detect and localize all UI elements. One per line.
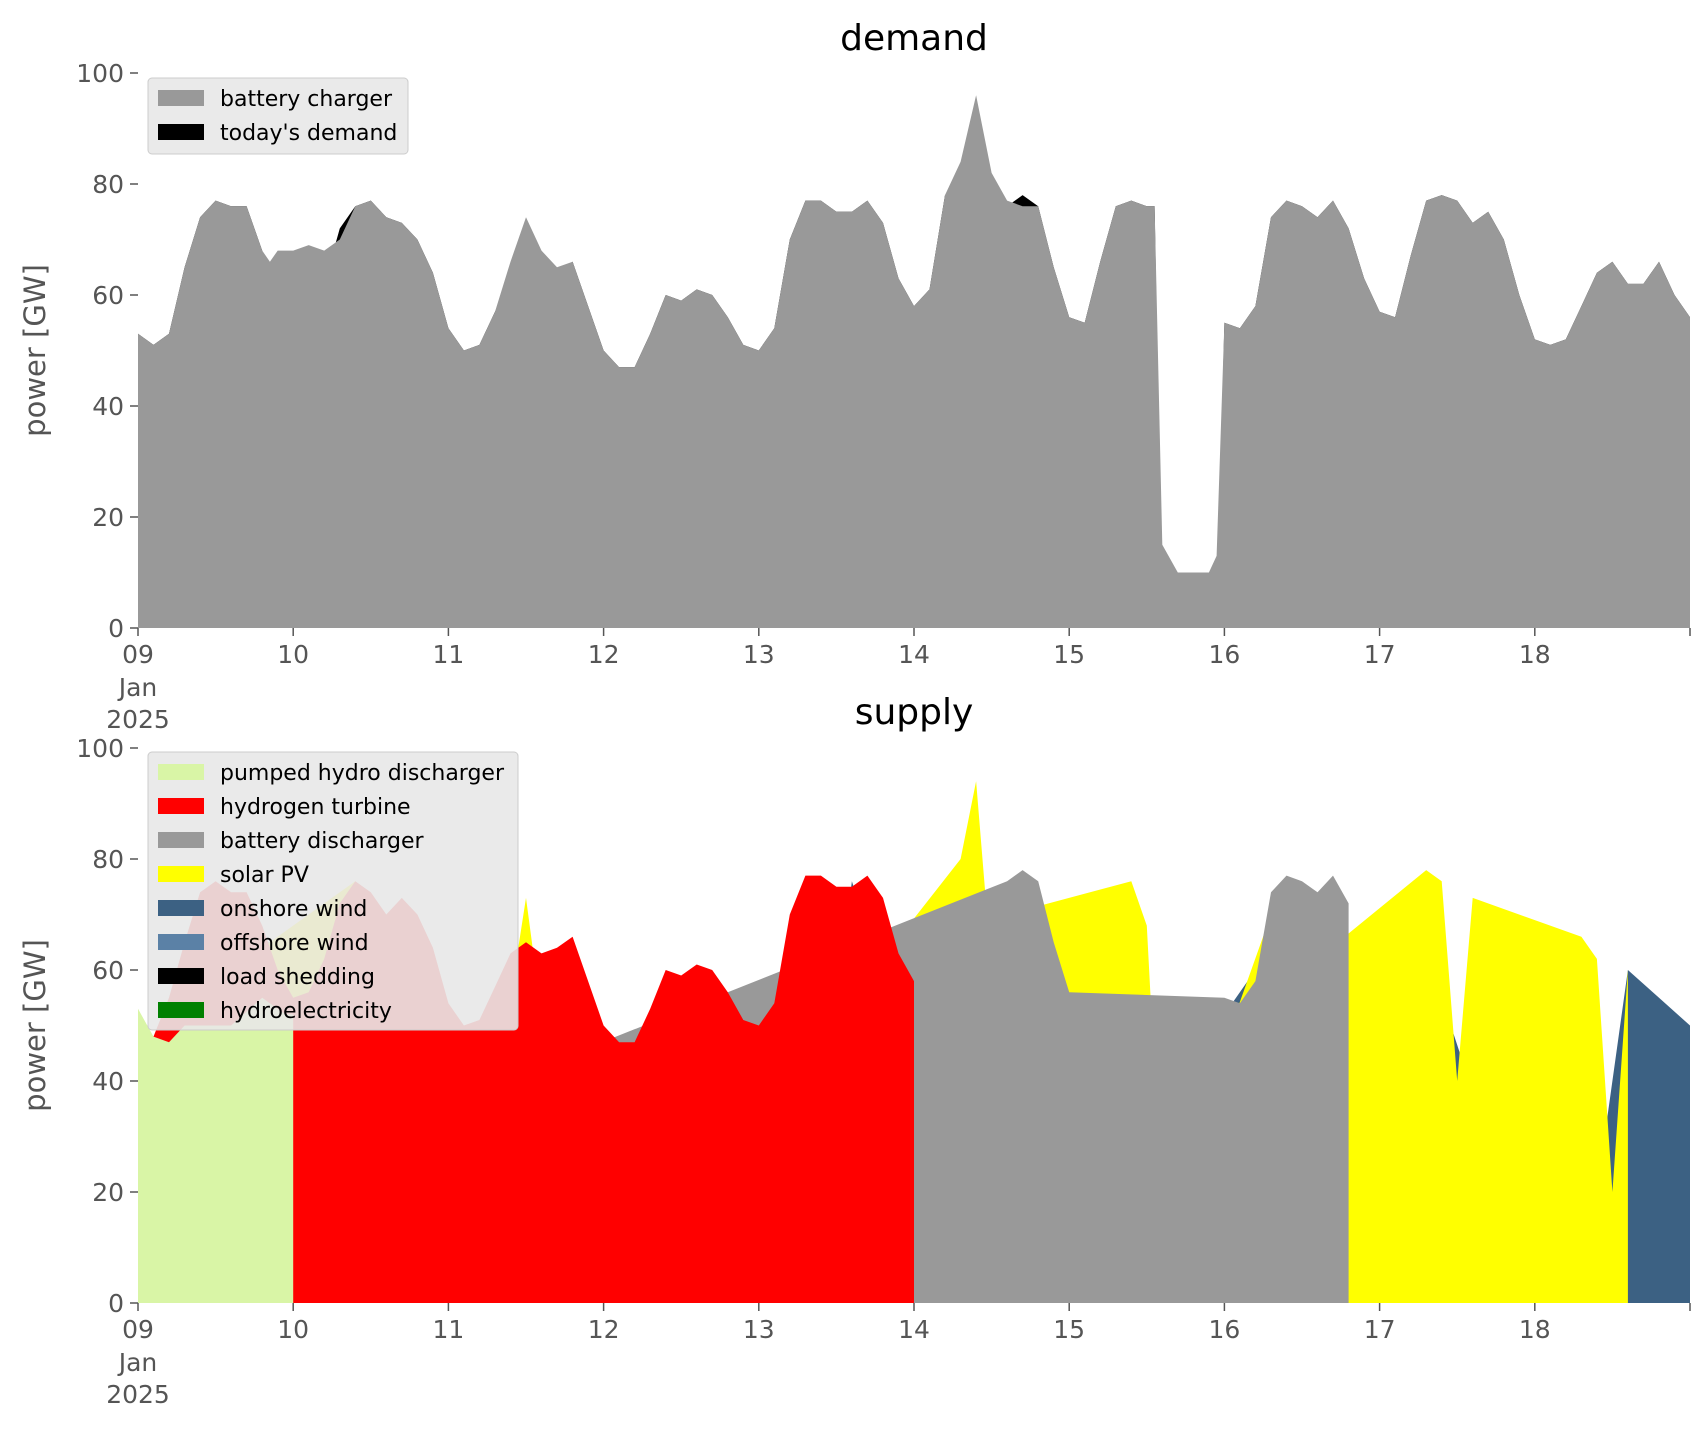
y-tick-label: 100 — [76, 734, 124, 763]
area-pumped-hydro-discharger — [138, 997, 294, 1303]
x-tick-sublabel: Jan — [117, 1348, 158, 1377]
y-tick-label: 100 — [76, 59, 124, 88]
x-tick-label: 12 — [588, 1315, 620, 1344]
legend: battery charger today's demand — [147, 77, 409, 155]
supply-panel: supply power [GW] 0 20 40 60 80 100 09 10 11 12 13 14… — [18, 692, 1691, 1409]
legend-swatch-load-shedding — [158, 968, 204, 984]
legend-label-hydroelectricity: hydroelectricity — [220, 999, 392, 1024]
x-tick-label: 10 — [277, 1315, 309, 1344]
x-tick-label: 11 — [432, 640, 464, 669]
legend-box — [147, 751, 519, 1031]
legend-label-offshore-wind: offshore wind — [220, 931, 369, 956]
y-axis-label: power [GW] — [18, 939, 52, 1112]
legend-swatch-solar-pv — [158, 866, 204, 882]
x-tick-label: 13 — [743, 640, 775, 669]
x-tick-label: 15 — [1053, 640, 1085, 669]
x-tick-sublabel: 2025 — [106, 1380, 170, 1409]
chart-title: demand — [840, 18, 988, 59]
legend-label-pumped-hydro-discharger: pumped hydro discharger — [220, 761, 505, 786]
legend-label-battery-charger: battery charger — [220, 87, 393, 112]
y-tick-label: 60 — [92, 281, 124, 310]
x-tick-label: 09 — [122, 1315, 154, 1344]
y-tick-label: 0 — [108, 1289, 124, 1318]
demand-panel: demand power [GW] 0 20 40 60 80 100 09 10 11 12 13 14… — [18, 18, 1691, 734]
legend-swatch-offshore-wind — [158, 934, 204, 950]
legend-label-onshore-wind: onshore wind — [220, 897, 367, 922]
x-tick-sublabel: Jan — [117, 673, 158, 702]
legend-label-load-shedding: load shedding — [220, 965, 375, 990]
legend-swatch-onshore-wind — [158, 900, 204, 916]
legend-swatch-hydrogen-turbine — [158, 798, 204, 814]
x-tick-label: 10 — [277, 640, 309, 669]
x-tick-label: 11 — [432, 1315, 464, 1344]
y-tick-label: 40 — [92, 392, 124, 421]
y-tick-label: 0 — [108, 614, 124, 643]
x-tick-label: 18 — [1519, 1315, 1551, 1344]
x-tick-label: 15 — [1053, 1315, 1085, 1344]
legend-label-battery-discharger: battery discharger — [220, 829, 425, 854]
y-axis-label: power [GW] — [18, 264, 52, 437]
chart-title: supply — [855, 692, 974, 733]
legend-swatch-pumped-hydro-discharger — [158, 764, 204, 780]
x-tick-label: 12 — [588, 640, 620, 669]
legend-swatch-hydroelectricity — [158, 1002, 204, 1018]
y-tick-label: 20 — [92, 503, 124, 532]
area-battery-charger — [138, 95, 1690, 628]
y-tick-label: 80 — [92, 170, 124, 199]
legend-swatch-battery-discharger — [158, 832, 204, 848]
y-tick-label: 40 — [92, 1067, 124, 1096]
legend: pumped hydro discharger hydrogen turbine b… — [147, 751, 519, 1031]
x-tick-label: 18 — [1519, 640, 1551, 669]
legend-box — [147, 77, 409, 155]
legend-label-solar-pv: solar PV — [220, 863, 309, 888]
legend-swatch-today-s-demand — [158, 124, 204, 140]
x-tick-label: 13 — [743, 1315, 775, 1344]
legend-label-hydrogen-turbine: hydrogen turbine — [220, 795, 411, 820]
y-tick-label: 80 — [92, 845, 124, 874]
x-tick-label: 14 — [898, 1315, 930, 1344]
x-tick-label: 17 — [1364, 1315, 1396, 1344]
x-tick-label: 17 — [1364, 640, 1396, 669]
legend-label-today-s-demand: today's demand — [220, 121, 397, 146]
x-tick-label: 16 — [1208, 1315, 1240, 1344]
y-tick-label: 20 — [92, 1178, 124, 1207]
legend-swatch-battery-charger — [158, 90, 204, 106]
y-tick-label: 60 — [92, 956, 124, 985]
x-tick-label: 14 — [898, 640, 930, 669]
x-tick-sublabel: 2025 — [106, 705, 170, 734]
x-tick-label: 16 — [1208, 640, 1240, 669]
x-tick-label: 09 — [122, 640, 154, 669]
